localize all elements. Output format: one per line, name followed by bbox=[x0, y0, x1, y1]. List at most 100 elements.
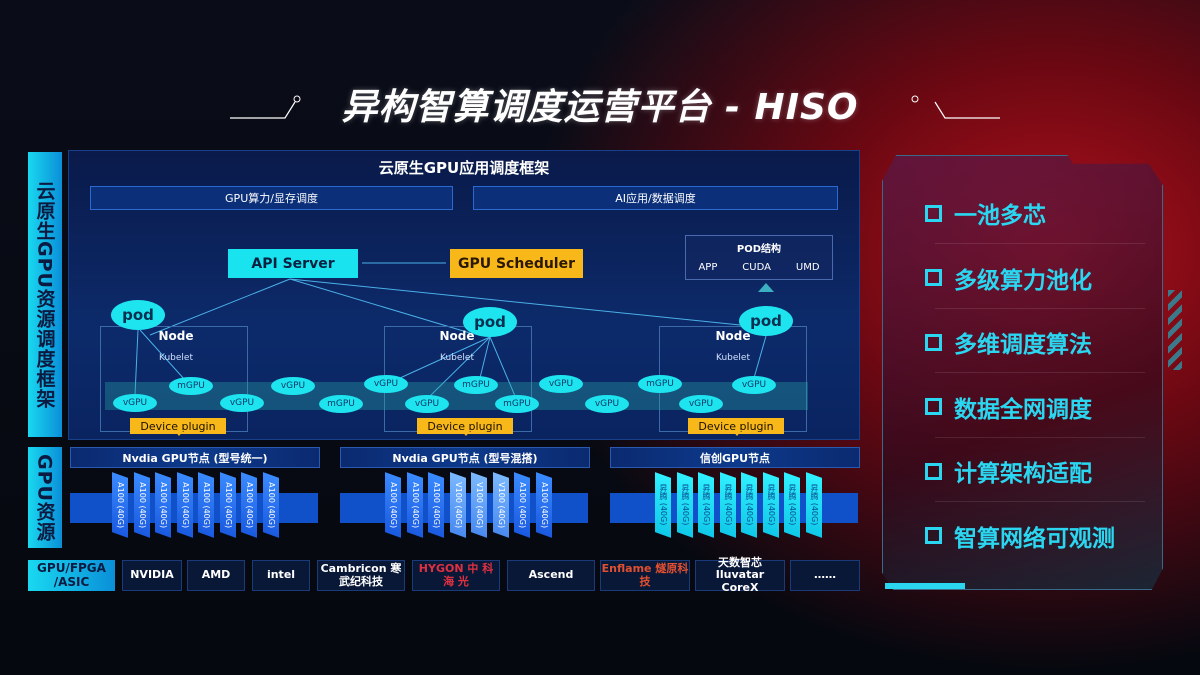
kubelet-label: Kubelet bbox=[159, 353, 193, 363]
gpu-chip-label: A100 (40G) bbox=[431, 482, 441, 528]
checkbox-square-icon bbox=[925, 398, 942, 415]
vendor-category-label: GPU/FPGA /ASIC bbox=[28, 560, 115, 591]
gpu-chip: 昇腾 (40G) bbox=[762, 472, 779, 538]
vgpu-ellipse: vGPU bbox=[405, 395, 449, 413]
gpu-chip: A100 (40G) bbox=[406, 472, 423, 538]
vendor-logo: Cambricon 寒武纪科技 bbox=[317, 560, 405, 591]
vgpu-ellipse: vGPU bbox=[113, 394, 157, 412]
mgpu-ellipse: mGPU bbox=[638, 375, 682, 393]
gpu-chip-label: 昇腾 (40G) bbox=[680, 484, 689, 526]
vendor-logo: intel bbox=[252, 560, 310, 591]
divider bbox=[935, 501, 1145, 502]
gpu-chip-label: A100 (40G) bbox=[158, 482, 168, 528]
vendor-logo: AMD bbox=[187, 560, 245, 591]
node-label: Node bbox=[715, 329, 751, 343]
device-plugin-box: Device plugin bbox=[688, 418, 784, 436]
gpu-chip: A100 (40G) bbox=[112, 472, 128, 538]
gpu-chip: A100 (40G) bbox=[155, 472, 171, 538]
gpu-chip-label: 昇腾 (40G) bbox=[658, 484, 668, 526]
gpu-chip: 昇腾 (40G) bbox=[741, 472, 757, 538]
feature-item: 多级算力池化 bbox=[925, 261, 1092, 295]
gpu-chip: A100 (40G) bbox=[514, 472, 530, 538]
gpu-chip: 昇腾 (40G) bbox=[698, 472, 714, 538]
gpu-chip: 昇腾 (40G) bbox=[676, 472, 693, 538]
divider bbox=[935, 372, 1145, 373]
feature-item: 一池多芯 bbox=[925, 196, 1046, 230]
feature-label: 多维调度算法 bbox=[954, 332, 1092, 358]
gpu-chip-label: A100 (40G) bbox=[410, 482, 419, 528]
gpu-chip: 昇腾 (40G) bbox=[784, 472, 800, 538]
accent-bar bbox=[885, 583, 965, 589]
feature-item: 计算架构适配 bbox=[925, 454, 1092, 488]
checkbox-square-icon bbox=[925, 462, 942, 480]
gpu-chip-label: A100 (40G) bbox=[517, 482, 527, 528]
gpu-chip-label: 昇腾 (40G) bbox=[701, 484, 711, 526]
gpu-chip: A100 (40G) bbox=[385, 472, 401, 538]
gpu-chip-label: 昇腾 (40G) bbox=[766, 484, 775, 526]
feature-item: 智算网络可观测 bbox=[925, 519, 1115, 553]
gpu-chip-label: V100 (40G) bbox=[453, 482, 462, 528]
feature-item: 数据全网调度 bbox=[925, 390, 1092, 424]
gpu-chip: A100 (40G) bbox=[219, 472, 236, 538]
gpu-chip-label: A100 (40G) bbox=[244, 482, 254, 528]
gpu-chip: A100 (40G) bbox=[133, 472, 150, 538]
divider bbox=[935, 436, 1145, 438]
vgpu-ellipse: vGPU bbox=[271, 377, 315, 395]
gpu-chip-label: A100 (40G) bbox=[115, 482, 125, 528]
feature-item: 多维调度算法 bbox=[925, 325, 1092, 359]
vendor-logo: NVIDIA bbox=[122, 560, 182, 591]
gpu-chip: A100 (40G) bbox=[428, 472, 444, 538]
gpu-chip-label: A100 (40G) bbox=[201, 482, 211, 528]
gpu-chip: 昇腾 (40G) bbox=[805, 472, 822, 538]
mgpu-ellipse: mGPU bbox=[454, 376, 498, 394]
resources-side-label: GPU资源 bbox=[28, 447, 62, 548]
gpu-chip-label: A100 (40G) bbox=[388, 482, 398, 528]
checkbox-square-icon bbox=[925, 527, 942, 544]
pod-ellipse: pod bbox=[739, 306, 793, 336]
mgpu-ellipse: mGPU bbox=[169, 377, 213, 395]
gpu-scheduler-box: GPU Scheduler bbox=[450, 249, 583, 278]
gpu-chip: 昇腾 (40G) bbox=[655, 472, 671, 538]
compute-scheduling-box: GPU算力/显存调度 bbox=[90, 186, 453, 210]
gpu-chip-label: A100 (40G) bbox=[539, 482, 548, 528]
pod-structure-box: POD结构 APP CUDA UMD bbox=[685, 235, 833, 280]
pod-ellipse: pod bbox=[463, 307, 517, 337]
vgpu-ellipse: vGPU bbox=[679, 395, 723, 413]
vgpu-ellipse: vGPU bbox=[364, 375, 408, 393]
vendor-logo: Enflame 燧原科技 bbox=[600, 560, 690, 591]
gpu-chip-label: 昇腾 (40G) bbox=[744, 484, 754, 526]
page-title: 异构智算调度运营平台 - HISO bbox=[341, 87, 859, 128]
vgpu-ellipse: vGPU bbox=[732, 376, 776, 394]
gpu-node-header: 信创GPU节点 bbox=[610, 447, 860, 468]
gpu-chip: A100 (40G) bbox=[535, 472, 552, 538]
gpu-chip-label: V100 (40G) bbox=[474, 482, 484, 528]
divider bbox=[935, 243, 1145, 244]
api-server-box: API Server bbox=[228, 249, 358, 278]
vendor-logo: …… bbox=[790, 560, 860, 591]
gpu-node-header: Nvdia GPU节点 (型号统一) bbox=[70, 447, 320, 468]
feature-label: 智算网络可观测 bbox=[954, 525, 1115, 552]
divider bbox=[935, 307, 1145, 309]
checkbox-square-icon bbox=[925, 333, 942, 351]
gpu-chip-label: A100 (40G) bbox=[180, 482, 189, 528]
vgpu-ellipse: vGPU bbox=[539, 375, 583, 393]
mgpu-ellipse: mGPU bbox=[319, 395, 363, 413]
mgpu-ellipse: mGPU bbox=[495, 395, 539, 413]
feature-label: 计算架构适配 bbox=[954, 461, 1092, 487]
features-panel bbox=[882, 155, 1163, 590]
kubelet-label: Kubelet bbox=[440, 353, 474, 363]
gpu-chip: A100 (40G) bbox=[198, 472, 214, 538]
stripe-decor bbox=[1168, 290, 1182, 370]
vgpu-ellipse: vGPU bbox=[220, 394, 264, 412]
gpu-chip-label: 昇腾 (40G) bbox=[787, 484, 797, 526]
gpu-chip-label: A100 (40G) bbox=[223, 482, 232, 528]
gpu-chip: V100 (40G) bbox=[449, 472, 466, 538]
gpu-chip-label: A100 (40G) bbox=[137, 482, 146, 528]
gpu-chip-label: 昇腾 (40G) bbox=[809, 484, 818, 526]
gpu-chip: V100 (40G) bbox=[492, 472, 509, 538]
gpu-chip: A100 (40G) bbox=[241, 472, 257, 538]
gpu-chip: 昇腾 (40G) bbox=[719, 472, 736, 538]
pod-item-app: APP bbox=[698, 262, 718, 273]
